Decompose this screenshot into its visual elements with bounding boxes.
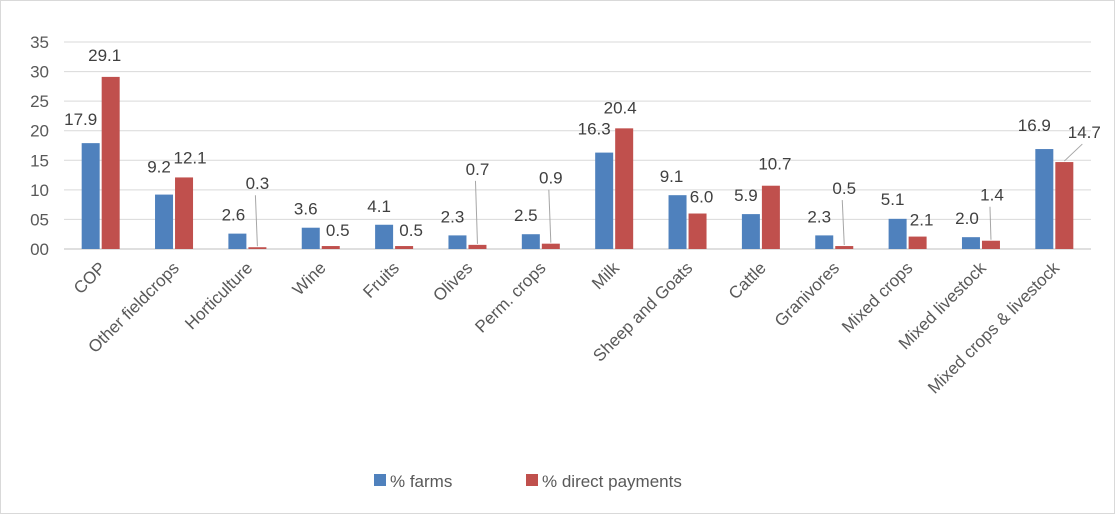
y-tick-label: 15 [30, 151, 49, 170]
legend-label-farms: % farms [390, 472, 452, 491]
bar-direct-payments [248, 247, 267, 249]
x-category-label: Perm. crops [471, 258, 549, 336]
x-category-label: Mixed crops & livestock [924, 258, 1063, 397]
data-label-farms: 5.1 [881, 190, 905, 209]
bar-direct-payments [688, 213, 707, 249]
x-category-label: Granivores [771, 258, 843, 330]
leader-lines [254, 143, 1083, 247]
x-category-label: Olives [429, 258, 476, 305]
data-label-farms: 2.0 [955, 209, 979, 228]
bar-direct-payments [175, 177, 194, 249]
bar-farms [888, 218, 907, 249]
data-label-direct-payments: 14.7 [1068, 123, 1101, 142]
x-category-label: Wine [289, 258, 330, 299]
y-tick-label: 30 [30, 63, 49, 82]
data-label-farms: 9.1 [660, 167, 684, 186]
x-category-label: Mixed crops [838, 258, 916, 336]
bar-direct-payments [468, 244, 487, 249]
data-label-direct-payments: 0.7 [466, 160, 490, 179]
data-label-farms: 4.1 [367, 197, 391, 216]
y-axis-ticks: 00 05 10 15 20 25 30 35 [30, 33, 49, 259]
bar-farms [961, 237, 980, 249]
bar-farms [375, 224, 394, 249]
data-label-direct-payments: 0.5 [399, 221, 423, 240]
bar-farms [668, 195, 687, 249]
leader-line [474, 180, 478, 244]
data-label-farms: 2.3 [807, 207, 831, 226]
bar-direct-payments [908, 236, 927, 249]
gridlines [64, 41, 1091, 250]
data-label-direct-payments: 0.9 [539, 169, 563, 188]
data-label-farms: 9.2 [147, 158, 171, 177]
data-label-farms: 3.6 [294, 200, 318, 219]
data-label-direct-payments: 2.1 [910, 211, 934, 230]
legend: % farms % direct payments [374, 472, 682, 491]
bar-farms [155, 194, 174, 249]
legend-swatch-direct-payments [526, 474, 538, 486]
legend-swatch-farms [374, 474, 386, 486]
x-category-label: Cattle [725, 258, 770, 303]
leader-line [989, 206, 992, 240]
data-label-farms: 16.9 [1018, 116, 1051, 135]
bar-farms [1035, 149, 1054, 249]
data-label-farms: 2.5 [514, 206, 538, 225]
bar-direct-payments [615, 128, 634, 249]
bar-farms [741, 214, 760, 249]
bar-farms [815, 235, 834, 249]
bar-direct-payments [1055, 162, 1074, 249]
bar-farms [301, 227, 320, 249]
y-tick-label: 00 [30, 240, 49, 259]
bar-farms [448, 235, 467, 249]
y-tick-label: 35 [30, 33, 49, 52]
data-label-direct-payments: 1.4 [980, 186, 1004, 205]
y-tick-label: 05 [30, 210, 49, 229]
x-category-label: Milk [588, 258, 623, 293]
data-label-farms: 16.3 [578, 120, 611, 139]
x-category-label: Horticulture [181, 258, 256, 333]
data-labels: 17.929.19.2 12.12.60.33.60.54.10.52.30.72… [64, 46, 1101, 240]
bar-farms [81, 143, 100, 249]
bar-direct-payments [761, 185, 780, 249]
bar-direct-payments [981, 240, 1000, 249]
bar-farms [521, 234, 540, 249]
data-label-direct-payments: 12.1 [173, 148, 206, 167]
data-label-farms: 2.6 [222, 206, 246, 225]
bar-farms [595, 152, 614, 249]
leader-line [254, 195, 258, 247]
data-label-direct-payments: 0.5 [832, 179, 856, 198]
leader-line [1063, 143, 1083, 162]
bar-direct-payments [395, 246, 414, 249]
leader-line [548, 189, 552, 243]
bar-farms [228, 233, 247, 249]
bar-direct-payments [835, 246, 854, 249]
data-label-direct-payments: 0.5 [326, 221, 350, 240]
bars [81, 76, 1074, 249]
data-label-direct-payments: 6.0 [690, 188, 714, 207]
y-tick-label: 25 [30, 92, 49, 111]
legend-label-direct-payments: % direct payments [542, 472, 682, 491]
data-label-direct-payments: 0.3 [246, 174, 270, 193]
data-label-direct-payments: 29.1 [88, 46, 121, 65]
data-label-farms: 2.3 [441, 207, 465, 226]
x-category-label: COP [70, 258, 109, 297]
y-tick-label: 10 [30, 181, 49, 200]
data-label-direct-payments: 20.4 [604, 98, 637, 117]
data-label-farms: 5.9 [734, 186, 758, 205]
x-category-label: Fruits [359, 258, 402, 301]
data-label-direct-payments: 10.7 [758, 155, 791, 174]
bar-direct-payments [541, 243, 560, 249]
leader-line [841, 200, 845, 246]
data-label-farms: 17.9 [64, 110, 97, 129]
y-tick-label: 20 [30, 122, 49, 141]
bar-direct-payments [101, 76, 120, 249]
bar-direct-payments [321, 246, 340, 249]
